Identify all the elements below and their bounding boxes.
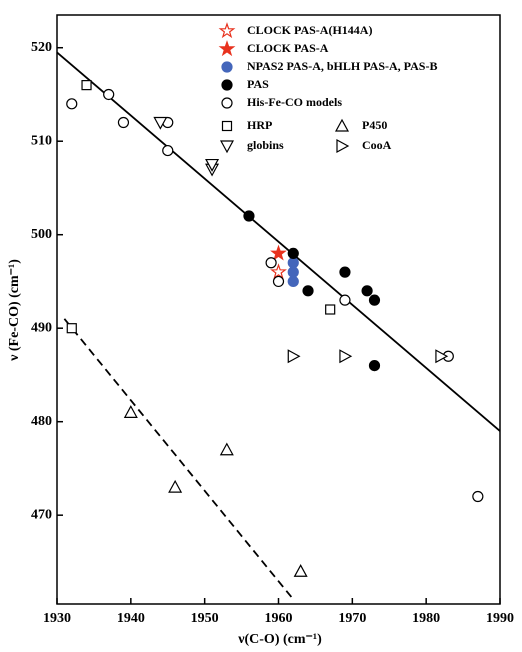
marker bbox=[339, 294, 351, 306]
y-tick-label: 470 bbox=[31, 507, 52, 522]
legend-label: HRP bbox=[247, 118, 272, 132]
fit-line bbox=[56, 51, 501, 432]
marker bbox=[334, 118, 350, 132]
marker bbox=[205, 158, 220, 172]
marker bbox=[168, 479, 183, 493]
marker bbox=[265, 257, 277, 269]
marker bbox=[218, 22, 236, 39]
legend-label: globins bbox=[247, 138, 284, 152]
y-tick-label: 510 bbox=[31, 133, 52, 148]
marker bbox=[221, 79, 233, 91]
y-axis-label: ν (Fe-CO) (cm⁻¹) bbox=[7, 259, 22, 362]
y-tick-label: 500 bbox=[31, 227, 52, 242]
marker bbox=[219, 140, 235, 154]
marker bbox=[361, 285, 373, 297]
marker bbox=[435, 349, 449, 364]
x-tick-label: 1930 bbox=[43, 611, 71, 626]
marker bbox=[302, 285, 314, 297]
marker bbox=[287, 257, 299, 269]
marker bbox=[272, 275, 285, 288]
x-tick-label: 1940 bbox=[117, 611, 145, 626]
x-tick-label: 1990 bbox=[486, 611, 514, 626]
marker bbox=[243, 210, 255, 222]
legend-label: CLOCK PAS-A bbox=[247, 41, 329, 55]
marker bbox=[81, 80, 92, 91]
x-axis-label: ν(C-O) (cm⁻¹) bbox=[237, 632, 322, 647]
x-tick-label: 1960 bbox=[265, 611, 293, 626]
legend-label: CLOCK PAS-A(H144A) bbox=[247, 23, 372, 37]
marker bbox=[153, 116, 168, 130]
y-tick-label: 520 bbox=[31, 40, 52, 55]
marker bbox=[66, 323, 77, 334]
marker bbox=[339, 349, 353, 364]
marker bbox=[287, 349, 301, 364]
marker bbox=[368, 359, 381, 372]
x-tick-label: 1980 bbox=[412, 611, 440, 626]
marker bbox=[472, 490, 484, 503]
marker bbox=[293, 564, 308, 577]
marker bbox=[221, 120, 233, 132]
marker bbox=[221, 61, 233, 73]
marker bbox=[103, 88, 115, 101]
legend-label: P450 bbox=[362, 118, 387, 132]
legend-label: CooA bbox=[362, 138, 392, 152]
x-tick-label: 1950 bbox=[191, 611, 219, 626]
y-tick-label: 490 bbox=[31, 320, 52, 335]
marker bbox=[287, 266, 299, 278]
marker bbox=[339, 266, 351, 278]
marker bbox=[162, 144, 174, 157]
marker bbox=[270, 263, 287, 280]
marker bbox=[219, 442, 234, 456]
fit-line bbox=[63, 318, 294, 600]
marker bbox=[270, 244, 287, 261]
marker bbox=[287, 275, 299, 288]
marker bbox=[117, 116, 130, 129]
marker bbox=[287, 247, 299, 260]
x-tick-label: 1970 bbox=[338, 611, 366, 626]
legend-label: PAS bbox=[247, 77, 269, 91]
marker bbox=[66, 98, 78, 110]
marker bbox=[221, 97, 233, 109]
legend-label: His-Fe-CO models bbox=[247, 95, 342, 109]
marker bbox=[368, 294, 381, 306]
marker bbox=[123, 405, 138, 418]
y-tick-label: 480 bbox=[31, 414, 52, 429]
marker bbox=[325, 304, 336, 315]
marker bbox=[336, 138, 350, 154]
legend-label: NPAS2 PAS-A, bHLH PAS-A, PAS-B bbox=[247, 59, 437, 73]
marker bbox=[218, 40, 236, 57]
